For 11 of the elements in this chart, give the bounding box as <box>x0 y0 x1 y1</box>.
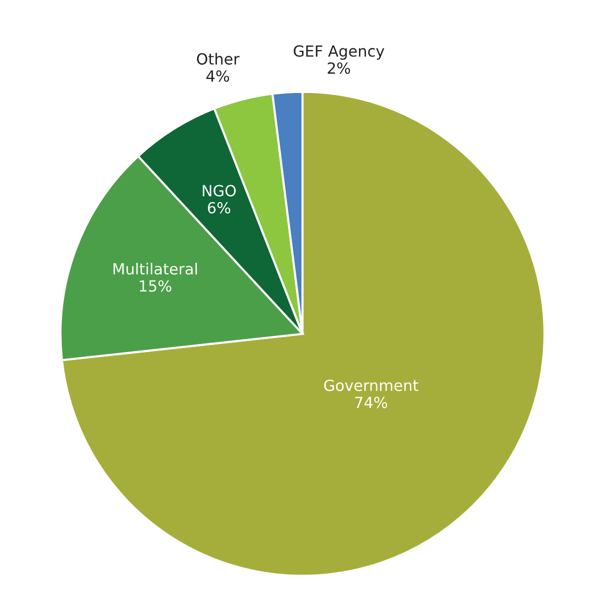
data-label: 74% <box>355 396 388 408</box>
slice-label: GEF Agency <box>294 45 384 60</box>
slice-label: Other <box>196 52 240 65</box>
data-label: 4% <box>206 70 230 82</box>
pie-slice <box>60 90 546 577</box>
slice-label: NGO <box>202 184 236 196</box>
data-label: 6% <box>208 202 230 214</box>
data-label: 2% <box>328 62 350 74</box>
slice-label: Government <box>324 380 418 392</box>
data-label: 15% <box>140 280 172 292</box>
slice-label: Multilateral <box>114 262 197 275</box>
